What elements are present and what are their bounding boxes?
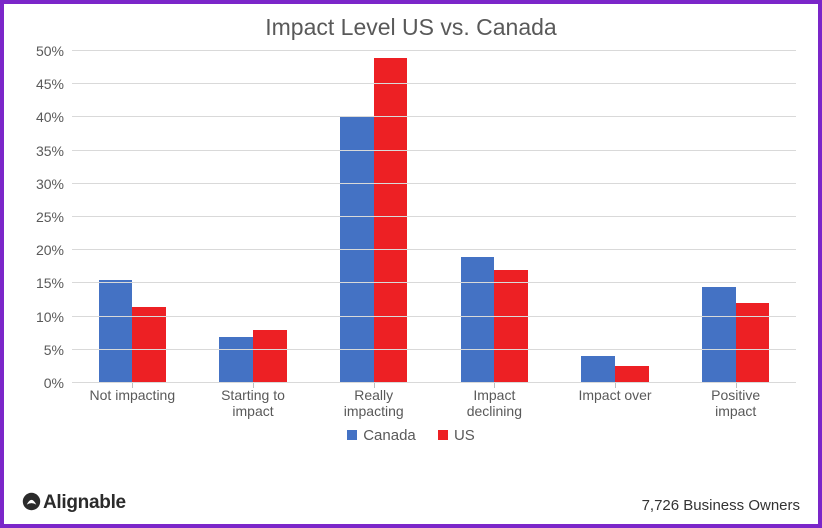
chart-area: 0% 5% 10% 15% 20% 25% 30% 35% 40% 45% 50% Not impa… (22, 45, 800, 425)
bar-group (72, 51, 193, 383)
bar-groups (72, 51, 796, 383)
gridline (72, 50, 796, 51)
gridline (72, 183, 796, 184)
bar-us (253, 330, 287, 383)
legend-swatch-canada (347, 430, 357, 440)
bar-us (374, 58, 408, 383)
gridline (72, 216, 796, 217)
gridline (72, 282, 796, 283)
y-tick-label: 20% (36, 242, 64, 258)
alignable-icon (22, 492, 41, 511)
y-axis: 0% 5% 10% 15% 20% 25% 30% 35% 40% 45% 50% (22, 45, 70, 425)
plot-area (72, 51, 796, 383)
bar-us (132, 307, 166, 383)
y-tick-label: 30% (36, 176, 64, 192)
bar-group (193, 51, 314, 383)
x-label: Impactdeclining (434, 385, 555, 425)
x-label: Starting toimpact (193, 385, 314, 425)
chart-card: Impact Level US vs. Canada 0% 5% 10% 15% 20%… (0, 0, 822, 528)
bar-canada (340, 117, 374, 383)
x-label: Not impacting (72, 385, 193, 425)
bar-group (675, 51, 796, 383)
gridline (72, 150, 796, 151)
sample-size: 7,726 Business Owners (642, 497, 800, 514)
y-tick-label: 10% (36, 309, 64, 325)
y-tick-label: 5% (44, 342, 64, 358)
legend-label-us: US (454, 427, 475, 444)
y-tick-label: 40% (36, 109, 64, 125)
brand-logo: Alignable (22, 492, 126, 514)
x-label: Impact over (555, 385, 676, 425)
brand-name: Alignable (43, 492, 126, 513)
bar-canada (581, 356, 615, 383)
legend-label-canada: Canada (363, 427, 416, 444)
bar-group (313, 51, 434, 383)
chart-title: Impact Level US vs. Canada (22, 14, 800, 41)
y-tick-label: 50% (36, 43, 64, 59)
bar-us (615, 366, 649, 383)
y-tick-label: 35% (36, 143, 64, 159)
gridline (72, 349, 796, 350)
x-label: Reallyimpacting (313, 385, 434, 425)
legend: Canada US (22, 427, 800, 444)
footer: Alignable 7,726 Business Owners (22, 490, 800, 514)
gridline (72, 382, 796, 383)
x-axis-labels: Not impactingStarting toimpactReallyimpa… (72, 385, 796, 425)
y-tick-label: 15% (36, 275, 64, 291)
gridline (72, 116, 796, 117)
y-tick-label: 45% (36, 76, 64, 92)
y-tick-label: 25% (36, 209, 64, 225)
bar-us (494, 270, 528, 383)
bar-canada (219, 337, 253, 383)
bar-group (434, 51, 555, 383)
x-label: Positiveimpact (675, 385, 796, 425)
bar-group (555, 51, 676, 383)
gridline (72, 249, 796, 250)
bar-canada (461, 257, 495, 383)
bar-canada (99, 280, 133, 383)
gridline (72, 316, 796, 317)
y-tick-label: 0% (44, 375, 64, 391)
legend-swatch-us (438, 430, 448, 440)
bar-canada (702, 287, 736, 383)
gridline (72, 83, 796, 84)
